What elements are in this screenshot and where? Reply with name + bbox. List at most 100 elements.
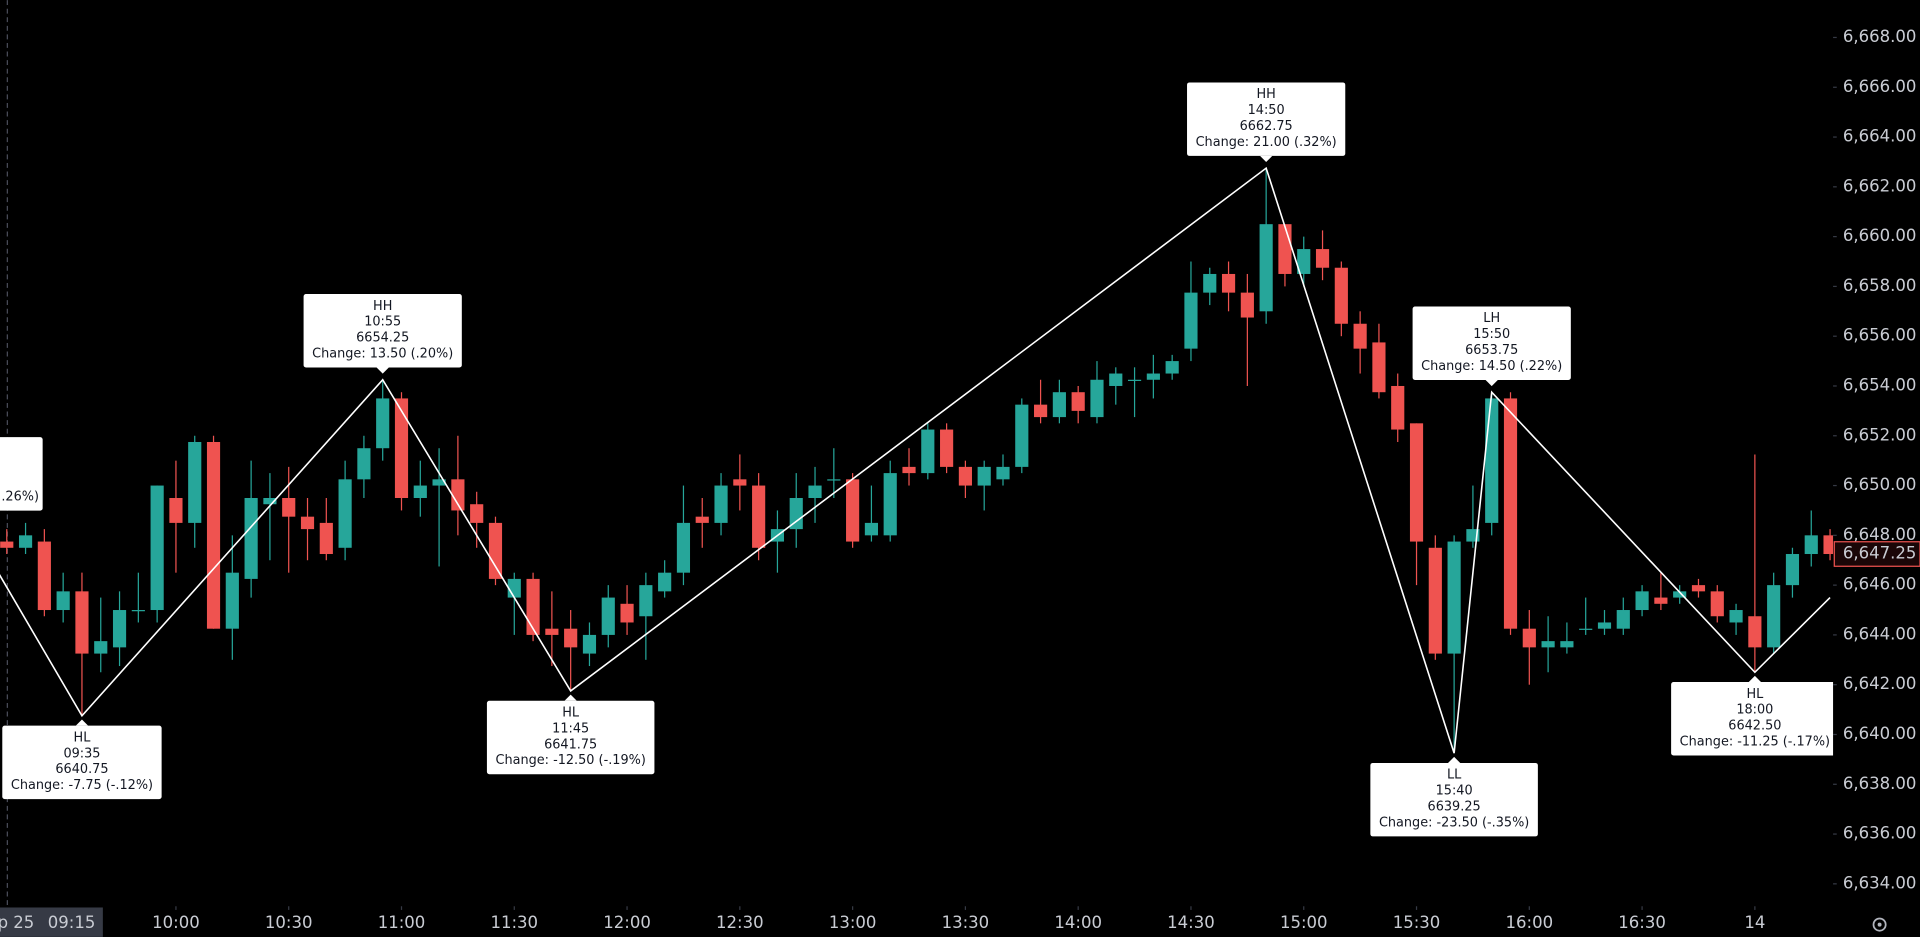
- candle-body: [282, 498, 296, 517]
- x-tick-label: 15:30: [1393, 913, 1441, 932]
- cursor-date: p 25: [0, 913, 34, 932]
- pivot-pointer: [1260, 155, 1273, 163]
- candle: [319, 498, 333, 561]
- pivot-price: 6641.75: [544, 737, 597, 752]
- candle-body: [1315, 249, 1330, 268]
- candle: [1654, 572, 1668, 611]
- candle: [921, 423, 935, 480]
- candle: [940, 423, 954, 474]
- candle-body: [18, 535, 33, 548]
- candle-body: [1240, 292, 1254, 318]
- candle-body: [507, 578, 521, 598]
- zigzag-line: [0, 166, 1831, 754]
- candle-body: [206, 441, 221, 629]
- candle: [300, 498, 315, 561]
- candle: [244, 460, 258, 598]
- candle-body: [1391, 385, 1405, 430]
- pivot-box: [0, 437, 43, 511]
- candle: [1541, 616, 1555, 673]
- candle-body: [319, 522, 333, 555]
- candle-body: [470, 504, 484, 523]
- x-tick-label: 12:00: [603, 913, 651, 932]
- settings-icon[interactable]: [1872, 917, 1887, 932]
- candle-body: [827, 479, 841, 481]
- candle-body: [883, 473, 897, 536]
- pivot-pointer: [376, 367, 389, 374]
- pivot-type: LH: [1483, 311, 1500, 326]
- candle-body: [1541, 641, 1555, 648]
- candle-body: [131, 610, 145, 612]
- candle: [977, 460, 991, 511]
- candle: [1353, 311, 1367, 374]
- candle: [112, 591, 127, 667]
- candle-body: [376, 398, 390, 449]
- candle-body: [1560, 641, 1574, 648]
- candle: [714, 473, 728, 536]
- candle: [827, 448, 841, 499]
- pivot-time: 15:40: [1436, 784, 1473, 799]
- candle: [75, 572, 89, 716]
- candle-body: [188, 441, 202, 523]
- pivot-change: Change: -7.75 (-.12%): [11, 778, 153, 793]
- pivot-box: [303, 294, 462, 368]
- candle-body: [300, 516, 315, 530]
- candle: [1372, 323, 1386, 399]
- candle: [1691, 578, 1706, 598]
- candle-body: [357, 448, 371, 480]
- candle-body: [1748, 616, 1762, 648]
- x-tick-label: 14:00: [1054, 913, 1102, 932]
- candle-body: [1127, 379, 1142, 381]
- candle: [1184, 261, 1198, 362]
- candle-body: [1278, 224, 1292, 274]
- candle-body: [1673, 591, 1687, 598]
- candle-body: [1485, 398, 1499, 523]
- candle: [1334, 261, 1348, 337]
- pivot-type: HL: [562, 705, 580, 720]
- candle: [733, 454, 747, 511]
- pivot-price: 6640.75: [55, 762, 108, 777]
- candle: [432, 448, 446, 567]
- pivot-time: 14:50: [1248, 103, 1285, 118]
- candle-body: [1109, 373, 1123, 386]
- candle: [808, 466, 822, 523]
- candle: [206, 435, 221, 629]
- candle-body: [56, 591, 70, 611]
- x-tick-label: 11:30: [490, 913, 538, 932]
- candle-body: [1071, 392, 1085, 411]
- candle-body: [733, 479, 747, 486]
- candle: [1485, 392, 1499, 536]
- candle-body: [639, 585, 653, 617]
- candle: [1673, 585, 1687, 604]
- candle-body: [451, 479, 465, 511]
- candle-body: [1221, 273, 1236, 293]
- candle: [996, 454, 1010, 486]
- candle-body: [112, 610, 127, 648]
- candle: [1748, 454, 1762, 673]
- pivot-box: [1370, 762, 1538, 837]
- candle-body: [752, 485, 766, 548]
- candle: [131, 572, 145, 623]
- candle-body: [225, 572, 239, 629]
- candle: [639, 572, 653, 660]
- candle: [488, 516, 503, 586]
- candle-body: [1503, 398, 1518, 629]
- pivot-label: .26%): [0, 437, 43, 511]
- pivot-type: LL: [1447, 768, 1462, 783]
- candle: [0, 529, 14, 555]
- candle: [1767, 572, 1781, 654]
- candle: [658, 560, 672, 598]
- candle-body: [1184, 292, 1198, 349]
- last-price-label: 6,647.25: [1843, 544, 1917, 563]
- candle-body: [0, 541, 14, 548]
- y-tick-label: 6,642.00: [1843, 674, 1917, 693]
- candle-body: [1654, 597, 1668, 604]
- cursor-label-box: [0, 907, 103, 937]
- candle: [846, 473, 860, 548]
- candle: [357, 435, 371, 499]
- candle: [56, 572, 70, 623]
- candle: [902, 448, 916, 486]
